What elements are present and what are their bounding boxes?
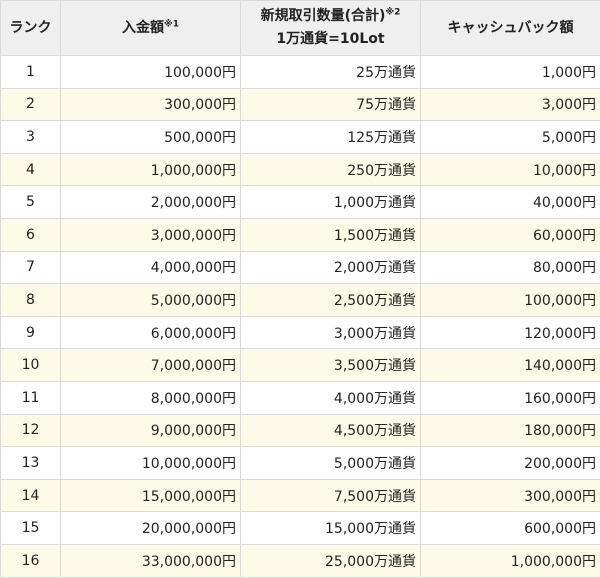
- deposit-cell: 1,000,000円: [61, 153, 241, 186]
- cashback-cell: 160,000円: [421, 381, 600, 414]
- cashback-cell: 200,000円: [421, 447, 600, 480]
- deposit-cell: 6,000,000円: [61, 316, 241, 349]
- cashback-cell: 10,000円: [421, 153, 600, 186]
- cashback-cell: 80,000円: [421, 251, 600, 284]
- rank-cell: 13: [1, 447, 61, 480]
- cashback-cell: 1,000,000円: [421, 544, 600, 577]
- cashback-cell: 40,000円: [421, 186, 600, 219]
- cashback-cell: 1,000円: [421, 56, 600, 89]
- rank-cell: 9: [1, 316, 61, 349]
- cashback-cell: 5,000円: [421, 121, 600, 154]
- rank-cell: 3: [1, 121, 61, 154]
- deposit-cell: 5,000,000円: [61, 284, 241, 317]
- deposit-cell: 4,000,000円: [61, 251, 241, 284]
- volume-cell: 3,500万通貨: [241, 349, 421, 382]
- deposit-cell: 2,000,000円: [61, 186, 241, 219]
- volume-cell: 75万通貨: [241, 88, 421, 121]
- cashback-cell: 600,000円: [421, 512, 600, 545]
- deposit-cell: 9,000,000円: [61, 414, 241, 447]
- volume-cell: 25万通貨: [241, 56, 421, 89]
- header-cashback: キャッシュバック額: [421, 1, 600, 56]
- deposit-cell: 100,000円: [61, 56, 241, 89]
- volume-cell: 25,000万通貨: [241, 544, 421, 577]
- rank-cell: 6: [1, 218, 61, 251]
- deposit-cell: 8,000,000円: [61, 381, 241, 414]
- deposit-cell: 15,000,000円: [61, 479, 241, 512]
- header-cashback-label: キャッシュバック額: [448, 20, 574, 36]
- volume-cell: 125万通貨: [241, 121, 421, 154]
- volume-cell: 5,000万通貨: [241, 447, 421, 480]
- rank-cell: 14: [1, 479, 61, 512]
- header-row: ランク 入金額※1 新規取引数量(合計)※2 1万通貨=10Lot キャッシュバッ…: [1, 1, 600, 56]
- header-rank: ランク: [1, 1, 61, 56]
- header-volume-label: 新規取引数量(合計): [261, 8, 386, 24]
- header-volume: 新規取引数量(合計)※2 1万通貨=10Lot: [241, 1, 421, 56]
- volume-cell: 3,000万通貨: [241, 316, 421, 349]
- cashback-cell: 100,000円: [421, 284, 600, 317]
- deposit-cell: 20,000,000円: [61, 512, 241, 545]
- volume-cell: 1,500万通貨: [241, 218, 421, 251]
- deposit-cell: 33,000,000円: [61, 544, 241, 577]
- rank-cell: 16: [1, 544, 61, 577]
- deposit-cell: 10,000,000円: [61, 447, 241, 480]
- rank-cell: 12: [1, 414, 61, 447]
- cashback-cell: 140,000円: [421, 349, 600, 382]
- header-volume-sub: 1万通貨=10Lot: [276, 31, 384, 47]
- deposit-cell: 3,000,000円: [61, 218, 241, 251]
- volume-cell: 1,000万通貨: [241, 186, 421, 219]
- rank-cell: 11: [1, 381, 61, 414]
- cashback-cell: 60,000円: [421, 218, 600, 251]
- rank-cell: 2: [1, 88, 61, 121]
- cashback-cell: 180,000円: [421, 414, 600, 447]
- deposit-cell: 300,000円: [61, 88, 241, 121]
- deposit-cell: 500,000円: [61, 121, 241, 154]
- rank-cell: 5: [1, 186, 61, 219]
- header-deposit-note: ※1: [164, 19, 179, 29]
- header-deposit: 入金額※1: [61, 1, 241, 56]
- rank-cell: 8: [1, 284, 61, 317]
- volume-cell: 250万通貨: [241, 153, 421, 186]
- header-deposit-label: 入金額: [122, 20, 164, 36]
- volume-cell: 4,500万通貨: [241, 414, 421, 447]
- volume-cell: 4,000万通貨: [241, 381, 421, 414]
- rank-cell: 1: [1, 56, 61, 89]
- rank-cell: 4: [1, 153, 61, 186]
- volume-cell: 7,500万通貨: [241, 479, 421, 512]
- header-rank-label: ランク: [10, 20, 52, 36]
- rank-cell: 7: [1, 251, 61, 284]
- cashback-cell: 300,000円: [421, 479, 600, 512]
- rank-cell: 10: [1, 349, 61, 382]
- header-volume-note: ※2: [385, 7, 400, 17]
- cashback-cell: 3,000円: [421, 88, 600, 121]
- volume-cell: 2,000万通貨: [241, 251, 421, 284]
- deposit-cell: 7,000,000円: [61, 349, 241, 382]
- volume-cell: 15,000万通貨: [241, 512, 421, 545]
- rank-cell: 15: [1, 512, 61, 545]
- cashback-cell: 120,000円: [421, 316, 600, 349]
- volume-cell: 2,500万通貨: [241, 284, 421, 317]
